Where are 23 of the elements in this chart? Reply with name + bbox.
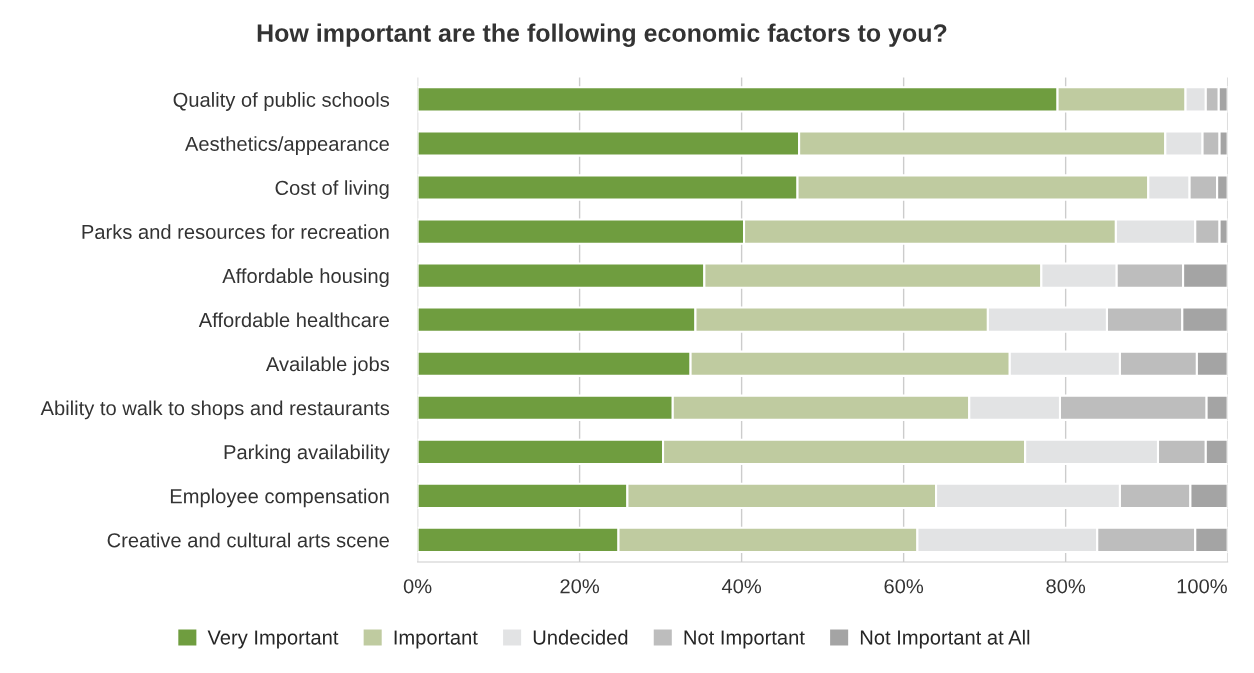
x-tick-label: 20% [560,579,600,594]
y-tick-label: Affordable healthcare [198,312,389,328]
legend-label: Not Important [684,630,805,649]
y-tick-label: Cost of living [275,180,389,199]
y-tick-label: Quality of public schools [173,92,390,111]
x-tick-label: 80% [1046,579,1086,594]
y-tick-label: Ability to walk to shops and restaurants [40,400,390,420]
chart-title: How important are the following economic factors to you? [257,23,947,47]
x-tick-label: 0% [403,579,432,594]
x-tick-label: 60% [884,579,924,594]
y-tick-label: Affordable housing [222,268,389,288]
y-tick-label: Parks and resources for recreation [82,224,389,240]
x-tick-label: 40% [721,579,762,594]
legend-label: Very Important [207,630,339,649]
legend-label: Important [394,630,478,649]
y-tick-label: Employee compensation [170,488,389,508]
legend-label: Undecided [533,629,628,645]
y-tick-label: Available jobs [265,356,390,376]
y-tick-label: Aesthetics/appearance [184,136,389,155]
legend-label: Not Important at All [860,629,1030,649]
y-tick-label: Creative and cultural arts scene [107,532,389,548]
y-tick-label: Parking availability [224,444,390,464]
x-tick-label: 100% [1177,579,1227,594]
